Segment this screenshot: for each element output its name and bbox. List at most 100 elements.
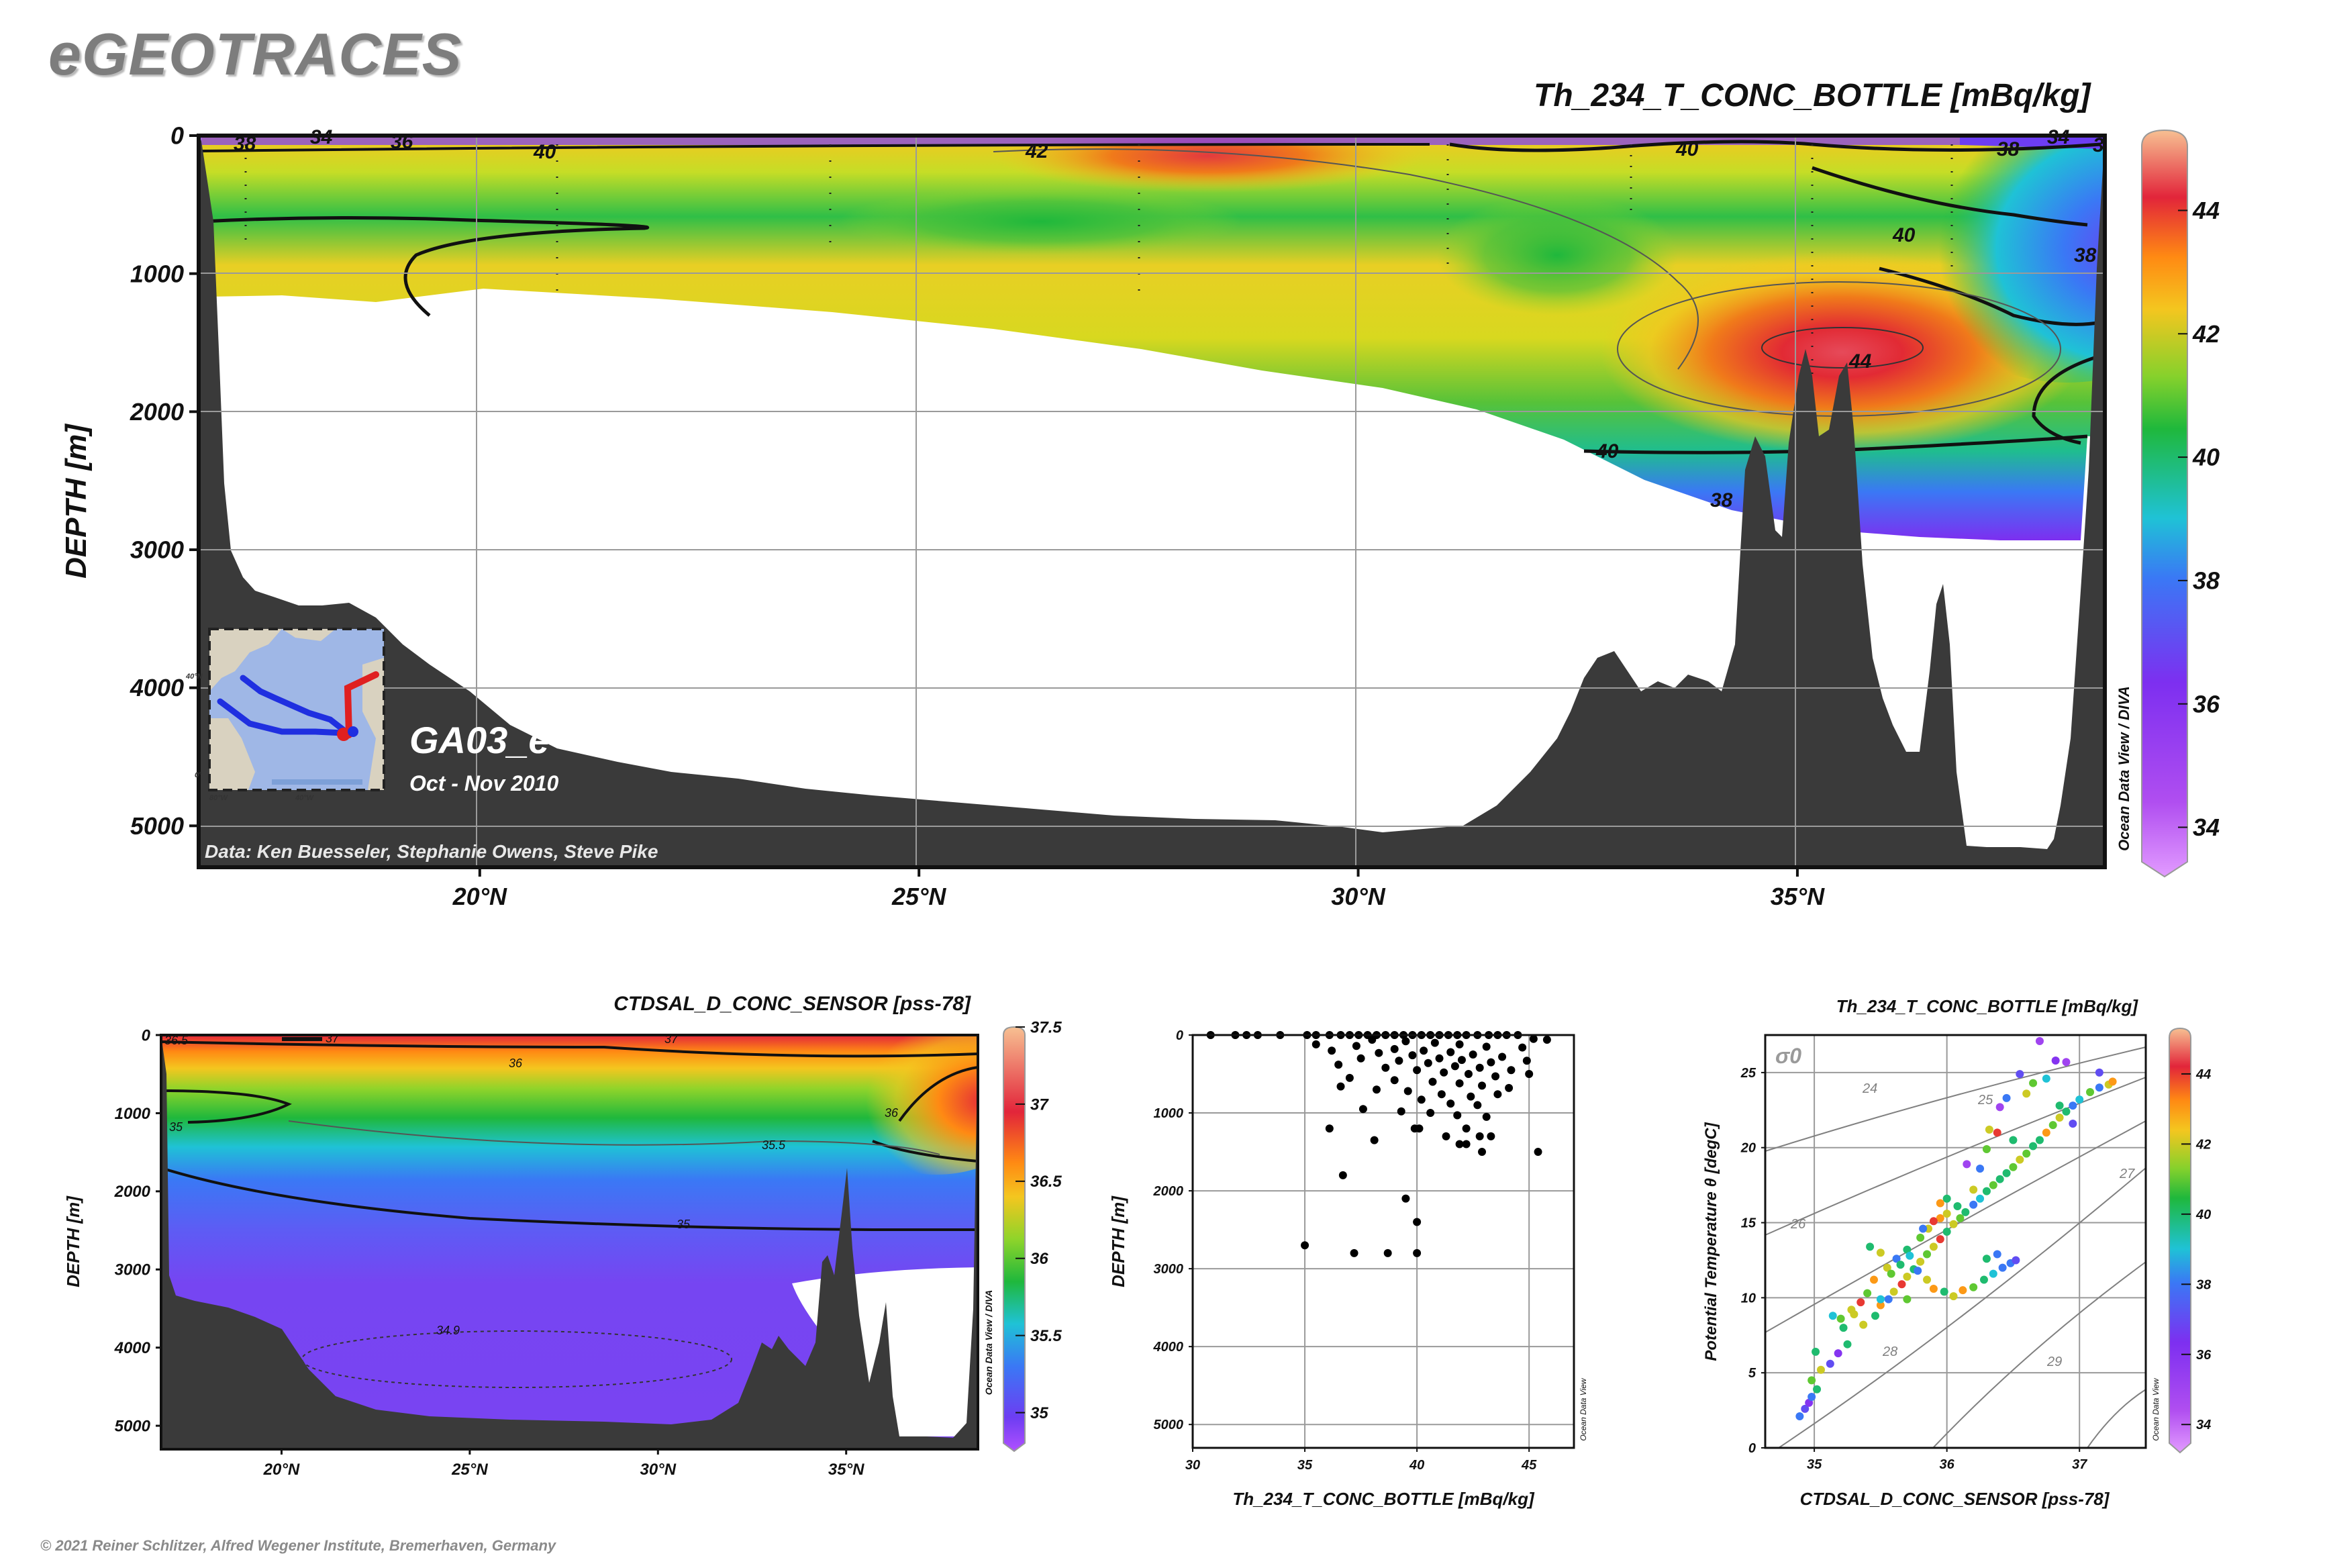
profile-point: [1498, 1052, 1507, 1061]
main-contour-surface: [201, 143, 1430, 152]
ts-point: [2009, 1136, 2018, 1144]
profile-point: [1413, 1066, 1422, 1075]
inset-map-label: 0°: [195, 771, 202, 779]
profile-point: [1491, 1072, 1500, 1081]
ts-point: [1949, 1220, 1958, 1228]
main-contour-label: 38: [1710, 489, 1733, 511]
ts-point: [1923, 1275, 1932, 1284]
ts-point: [1871, 1312, 1879, 1320]
salinity-contour-label: 36: [509, 1057, 523, 1070]
x-tick-label: 35: [1807, 1457, 1822, 1472]
ts-point: [1916, 1233, 1925, 1242]
profile-point: [1435, 1054, 1444, 1063]
y-tick-label: 0: [1748, 1441, 1756, 1456]
profile-point: [1401, 1194, 1410, 1203]
ts-point: [2055, 1114, 2064, 1122]
ts-point: [1998, 1263, 2007, 1272]
salinity-contour-35-upper: [161, 1089, 292, 1124]
ts-isopycnals: [1765, 1046, 2146, 1449]
profile-point: [1493, 1090, 1502, 1099]
ts-point: [1959, 1286, 1967, 1295]
profile-point: [1375, 1048, 1383, 1057]
ts-point: [1863, 1289, 1872, 1297]
main-field-surface-band: [199, 136, 2105, 145]
ts-point: [2042, 1128, 2050, 1137]
main-field-green-core: [1436, 195, 1678, 315]
inset-map-frame: [208, 628, 385, 791]
main-section-panel: 38 34 36 40 42 40 38 34 3 40 38 44 40 38: [60, 78, 2220, 910]
colorbar-tick-label: 40: [2195, 1208, 2211, 1222]
y-tick-label: 15: [1741, 1216, 1756, 1231]
profile-point: [1455, 1040, 1464, 1048]
profile-point: [1401, 1037, 1410, 1046]
y-tick-label: 2000: [114, 1183, 151, 1201]
salinity-contour-36-east: [898, 1066, 978, 1122]
colorbar-tick-label: 44: [2195, 1067, 2211, 1082]
y-tick-label: 4000: [130, 674, 184, 701]
profile-point: [1420, 1046, 1428, 1055]
main-contour-40-top: [1449, 140, 2101, 152]
main-contour-label: 40: [533, 141, 556, 163]
ts-point: [1929, 1284, 1938, 1293]
ts-point: [1813, 1385, 1822, 1393]
main-contour-label: 38: [234, 133, 256, 155]
main-contour-label: 44: [1848, 350, 1872, 373]
ts-point: [1856, 1298, 1865, 1307]
colorbar-tick-label: 37: [1030, 1095, 1049, 1114]
ts-point: [1889, 1287, 1898, 1296]
main-contour-label: 40: [1595, 440, 1619, 462]
profile-point: [1334, 1061, 1343, 1069]
ts-point: [1942, 1194, 1951, 1203]
ts-point: [2069, 1119, 2077, 1128]
ts-point: [1808, 1376, 1816, 1385]
colorbar-tick-label: 42: [2192, 320, 2220, 348]
ts-point: [1876, 1295, 1885, 1304]
ts-point: [2029, 1142, 2038, 1150]
ts-point: [2055, 1101, 2064, 1110]
ts-point: [1942, 1210, 1951, 1218]
ts-xlabel: CTDSAL_D_CONC_SENSOR [pss-78]: [1800, 1489, 2110, 1509]
ts-point: [2029, 1079, 2038, 1087]
profile-point: [1529, 1034, 1538, 1043]
profile-point: [1381, 1063, 1390, 1072]
profile-point: [1350, 1248, 1358, 1257]
ts-point: [1795, 1412, 1804, 1421]
y-tick-label: 2000: [130, 398, 184, 426]
y-tick-label: 0: [170, 122, 184, 150]
y-tick-label: 5000: [1154, 1418, 1184, 1432]
ts-point: [2035, 1036, 2044, 1045]
inset-map-track-blue-south: [217, 698, 347, 736]
y-tick-label: 3000: [130, 536, 184, 564]
ts-point: [1993, 1128, 2001, 1137]
ts-point: [1801, 1404, 1810, 1413]
ts-point: [1936, 1235, 1944, 1244]
ts-axes: 0 5 10 15 20 25 35 36 37: [1740, 1066, 2087, 1472]
main-axes: 0 1000 2000 3000 4000 5000 20°N 25°N 30°N 35°N: [130, 122, 1825, 910]
ts-point: [1982, 1255, 1991, 1263]
ts-point: [1976, 1194, 1985, 1203]
main-field-low-right: [1906, 136, 2105, 383]
profile-point: [1424, 1059, 1432, 1067]
profile-point: [1457, 1056, 1466, 1065]
profile-point: [1408, 1051, 1417, 1060]
ts-point: [2009, 1163, 2018, 1171]
ts-point: [1905, 1251, 1914, 1260]
profile-point: [1482, 1112, 1491, 1121]
y-tick-label: 2000: [1153, 1184, 1184, 1199]
salinity-plot-frame: [160, 1034, 979, 1451]
salinity-colorbar: [1003, 1026, 1026, 1453]
main-field-hotspot-surface: [993, 136, 1423, 193]
brand-title: eGEOTRACES: [48, 21, 462, 87]
main-contour-label: 34: [310, 126, 333, 148]
profile-point: [1437, 1090, 1446, 1099]
salinity-contour-label: 36: [885, 1106, 899, 1120]
profile-xlabel: Th_234_T_CONC_BOTTLE [mBq/kg]: [1232, 1489, 1535, 1509]
y-tick-label: 1000: [1154, 1106, 1184, 1121]
ts-point: [2035, 1136, 2044, 1144]
ts-point: [1903, 1245, 1912, 1254]
profile-point: [1518, 1043, 1527, 1052]
ts-point: [1936, 1199, 1944, 1208]
ts-point: [1892, 1255, 1901, 1263]
main-contour-label: 36: [391, 131, 413, 153]
data-credit: Data: Ken Buesseler, Stephanie Owens, St…: [205, 841, 658, 862]
